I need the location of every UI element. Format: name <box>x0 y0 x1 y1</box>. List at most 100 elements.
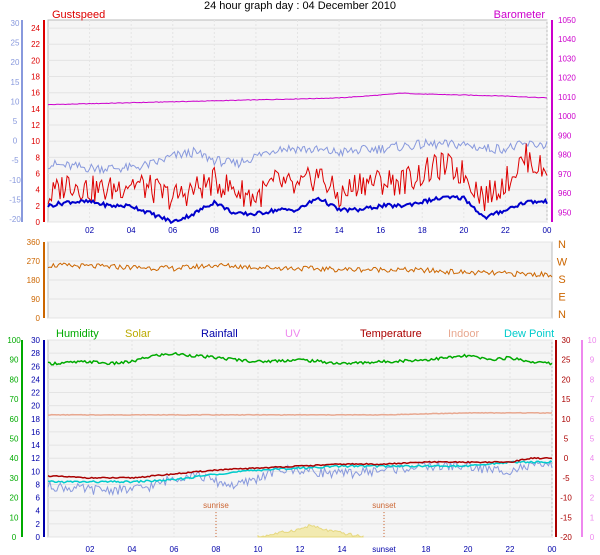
uv-tick: 5 <box>590 435 595 444</box>
legend-temperature: Temperature <box>360 328 422 340</box>
rainfall-tick: 16 <box>31 428 40 437</box>
panel-1-baro-tick: 990 <box>558 131 572 140</box>
panel-1-x-tick: 02 <box>85 226 94 235</box>
uv-tick: 6 <box>590 415 595 424</box>
legend-indoor: Indoor <box>448 328 480 340</box>
panel-1-gust-tick: 20 <box>31 56 40 65</box>
rainfall-tick: 10 <box>31 467 40 476</box>
temperature-line <box>47 456 552 480</box>
rainfall-tick: 30 <box>31 336 40 345</box>
uv-tick: 8 <box>590 375 595 384</box>
temperature-tick: -5 <box>562 474 570 483</box>
panel-1-baro-tick: 1040 <box>558 35 576 44</box>
humidity-tick: 0 <box>12 533 17 542</box>
panel-1-x-tick: 08 <box>210 226 219 235</box>
panel-1-baro-tick: 1050 <box>558 16 576 25</box>
panel-3-x-tick: sunset <box>372 545 396 554</box>
panel-1-left-outer-tick: -20 <box>9 215 21 224</box>
humidity-tick: 30 <box>10 474 19 483</box>
panel-1-baro-tick: 980 <box>558 151 572 160</box>
barometer-label: Barometer <box>494 9 546 21</box>
panel-1-left-outer-tick: -10 <box>9 176 21 185</box>
legend-rainfall: Rainfall <box>201 328 238 340</box>
barometer-line <box>47 92 548 106</box>
panel-1-gust-tick: 18 <box>31 73 40 82</box>
uv-tick: 3 <box>590 474 595 483</box>
humidity-tick: 70 <box>10 395 19 404</box>
sunset-label: sunset <box>372 501 396 510</box>
panel-3-x-tick: 20 <box>464 545 473 554</box>
panel-1-gust-tick: 0 <box>36 218 41 227</box>
panel-1-baro-tick: 970 <box>558 170 572 179</box>
panel-3-x-tick: 14 <box>338 545 347 554</box>
uv-tick: 1 <box>590 513 595 522</box>
panel-1-gust-tick: 6 <box>36 170 41 179</box>
compass-label: E <box>558 292 565 304</box>
uv-tick: 2 <box>590 494 595 503</box>
panel-1-gust-tick: 22 <box>31 40 40 49</box>
dewpoint-line <box>47 460 553 484</box>
panel-1-gust-tick: 16 <box>31 89 40 98</box>
legend-dew-point: Dew Point <box>504 328 554 340</box>
panel-1-baro-tick: 1020 <box>558 74 576 83</box>
rainfall-tick: 28 <box>31 349 40 358</box>
panel-1-gust-tick: 24 <box>31 24 40 33</box>
temperature-tick: 0 <box>564 454 569 463</box>
uv-tick: 9 <box>590 356 595 365</box>
compass-label: S <box>558 274 565 286</box>
panel-1-left-outer-tick: 30 <box>11 19 20 28</box>
humidity-tick: 90 <box>10 356 19 365</box>
temperature-tick: 5 <box>564 435 569 444</box>
panel-1-baro-tick: 1010 <box>558 93 576 102</box>
direction-tick: 270 <box>27 257 41 266</box>
humidity-line <box>47 351 553 366</box>
compass-label: W <box>557 257 568 269</box>
panel-1-baro-tick: 1000 <box>558 112 576 121</box>
panel-3-x-tick: 02 <box>86 545 95 554</box>
panel-1-x-tick: 14 <box>335 226 344 235</box>
panel-1-left-outer-tick: 20 <box>11 58 20 67</box>
uv-tick: 7 <box>590 395 595 404</box>
rainfall-tick: 14 <box>31 441 40 450</box>
legend-solar: Solar <box>125 328 151 340</box>
rainfall-tick: 20 <box>31 402 40 411</box>
rainfall-tick: 2 <box>36 520 41 529</box>
humidity-tick: 40 <box>10 454 19 463</box>
legend-uv: UV <box>285 328 301 340</box>
temperature-tick: -15 <box>560 513 572 522</box>
compass-label: N <box>558 309 566 321</box>
panel-3-x-tick: 08 <box>212 545 221 554</box>
windspeed-line <box>47 194 548 225</box>
solar-area <box>257 523 364 538</box>
temperature-tick: 15 <box>562 395 571 404</box>
panel-3-x-tick: 12 <box>296 545 305 554</box>
humidity-tick: 80 <box>10 375 19 384</box>
panel-1-gust-tick: 2 <box>36 202 41 211</box>
panel-1-x-tick: 04 <box>127 226 136 235</box>
rainfall-tick: 0 <box>36 533 41 542</box>
temperature-tick: -20 <box>560 533 572 542</box>
humidity-tick: 100 <box>7 336 21 345</box>
rainfall-tick: 8 <box>36 480 41 489</box>
direction-tick: 360 <box>27 238 41 247</box>
panel-1-left-outer-tick: 15 <box>11 78 20 87</box>
rainfall-tick: 26 <box>31 362 40 371</box>
rainfall-tick: 4 <box>36 507 41 516</box>
panel-1-left-outer-tick: -5 <box>11 156 19 165</box>
panel-1-baro-tick: 950 <box>558 208 572 217</box>
compass-label: N <box>558 239 566 251</box>
temperature-tick: -10 <box>560 494 572 503</box>
rainfall-tick: 18 <box>31 415 40 424</box>
page-title: 24 hour graph day : 04 December 2010 <box>203 0 397 12</box>
temperature-tick: 20 <box>562 375 571 384</box>
gustspeed-label: Gustspeed <box>52 9 105 21</box>
panel-1-left-outer-tick: 0 <box>13 137 18 146</box>
panel-1-x-tick: 12 <box>293 226 302 235</box>
panel-1-x-tick: 20 <box>459 226 468 235</box>
panel-1-gust-tick: 10 <box>31 137 40 146</box>
panel-1-gust-tick: 4 <box>36 186 41 195</box>
humidity-tick: 20 <box>10 494 19 503</box>
gustspeed-line <box>47 143 548 212</box>
sunrise-label: sunrise <box>203 501 229 510</box>
